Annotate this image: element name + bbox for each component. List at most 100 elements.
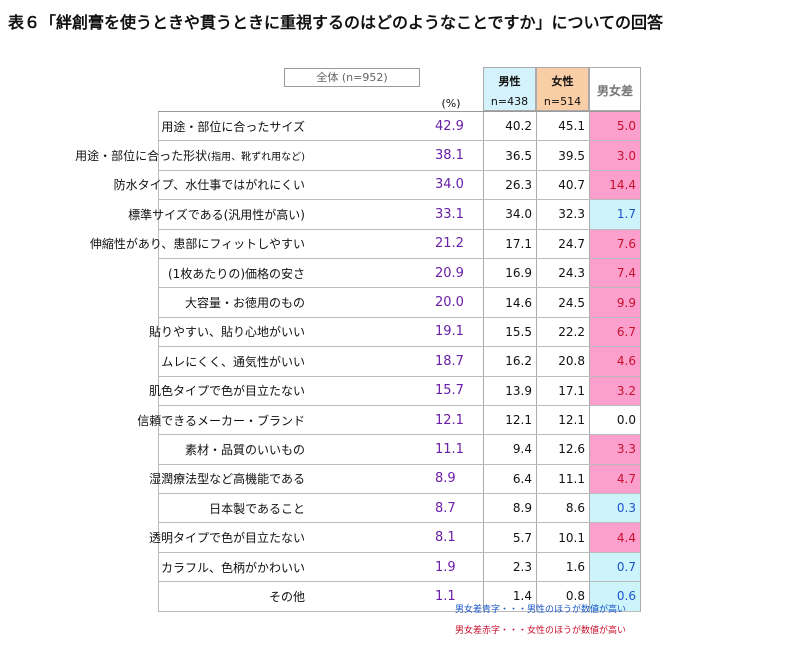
total-value: 20.0: [435, 295, 464, 311]
diff-value: 4.6: [589, 347, 641, 376]
row-label: その他: [269, 582, 305, 610]
row-label-text: 日本製であること: [209, 501, 305, 516]
female-value: 32.3: [536, 200, 589, 229]
table-row: 伸縮性があり、患部にフィットしやすい 21.2 17.1 24.7 7.6: [90, 229, 641, 259]
diff-value: 4.7: [589, 464, 641, 494]
total-value: 1.1: [435, 588, 456, 604]
table-row: 透明タイプで色が目立たない 8.1 5.7 10.1 4.4: [149, 523, 641, 553]
female-header-n: n=514: [543, 95, 582, 108]
data-table: 用途・部位に合ったサイズ 42.9 40.2 45.1 5.0 用途・部位に合った形状 (指…: [75, 111, 641, 612]
table-row: 素材・品質のいいもの 11.1 9.4 12.6 3.3: [158, 435, 641, 465]
total-value: 21.2: [435, 236, 464, 252]
table-row: 標準サイズである(汎用性が高い) 33.1 34.0 32.3 1.7: [128, 200, 641, 230]
total-value: 20.9: [435, 265, 464, 281]
table-row: 湿潤療法型など高機能である 8.9 6.4 11.1 4.7: [149, 464, 641, 495]
table-row: 貼りやすい、貼り心地がいい 19.1 15.5 22.2 6.7: [149, 317, 641, 348]
row-label: 透明タイプで色が目立たない: [149, 523, 305, 551]
row-label: 用途・部位に合ったサイズ: [161, 112, 305, 140]
male-value: 17.1: [483, 229, 536, 258]
table-title: 表６「絆創膏を使うときや貫うときに重視するのはどのようなことですか」についての回…: [8, 13, 664, 32]
total-value: 34.0: [435, 177, 464, 193]
row-label-text: その他: [268, 589, 305, 604]
row-label-text: (1枚あたりの)価格の安さ: [168, 266, 305, 281]
row-label-text: 素材・品質のいいもの: [184, 442, 305, 457]
total-value: 15.7: [435, 383, 464, 399]
diff-value: 1.7: [589, 200, 641, 229]
diff-value: 4.4: [589, 523, 641, 552]
row-label-text: 用途・部位に合った形状: [75, 149, 208, 164]
male-header: 男性 n=438: [483, 67, 536, 111]
female-header-label: 女性: [551, 75, 574, 88]
table-row: その他 1.1 1.4 0.8 0.6: [158, 582, 641, 612]
total-value: 33.1: [435, 206, 464, 222]
total-value: 8.7: [435, 500, 456, 516]
row-label-text: 防水タイプ、水仕事ではがれにくい: [113, 178, 305, 193]
female-value: 24.5: [536, 288, 589, 317]
table-row: 大容量・お徳用のもの 20.0 14.6 24.5 9.9: [158, 288, 641, 318]
row-label: 大容量・お徳用のもの: [185, 288, 305, 316]
total-value: 18.7: [435, 353, 464, 369]
female-value: 20.8: [536, 347, 589, 376]
table-row: 肌色タイプで色が目立たない 15.7 13.9 17.1 3.2: [149, 376, 641, 406]
row-label-text: ムレにくく、通気性がいい: [161, 354, 305, 369]
male-value: 9.4: [483, 435, 536, 464]
note-blue: 男女差青字・・・男性のほうが数値が高い: [455, 605, 627, 615]
diff-header: 男女差: [589, 67, 641, 111]
row-label-text: 貼りやすい、貼り心地がいい: [148, 325, 305, 340]
diff-value: 0.0: [589, 405, 641, 435]
female-value: 17.1: [536, 376, 589, 405]
row-label-note: (指用、靴ずれ用など): [207, 152, 305, 164]
female-value: 12.6: [536, 435, 589, 464]
diff-value: 14.4: [589, 170, 641, 200]
male-value: 5.7: [483, 523, 536, 552]
row-label: 防水タイプ、水仕事ではがれにくい: [114, 171, 305, 199]
total-value: 11.1: [435, 441, 464, 457]
total-value: 38.1: [435, 148, 464, 164]
row-label-text: 肌色タイプで色が目立たない: [148, 384, 305, 399]
female-value: 10.1: [536, 523, 589, 552]
table-row: (1枚あたりの)価格の安さ 20.9 16.9 24.3 7.4: [158, 258, 641, 289]
row-label-text: 用途・部位に合ったサイズ: [161, 119, 305, 134]
row-label: カラフル、色柄がかわいい: [161, 553, 305, 581]
diff-value: 0.7: [589, 552, 641, 582]
diff-value: 7.6: [589, 229, 641, 258]
diff-value: 0.6: [589, 582, 641, 611]
row-label-text: 標準サイズである(汎用性が高い): [128, 207, 305, 222]
note-red: 男女差赤字・・・女性のほうが数値が高い: [455, 626, 627, 636]
row-label-text: 信頼できるメーカー・ブランド: [137, 413, 305, 428]
female-value: 0.8: [536, 582, 589, 611]
diff-value: 0.3: [589, 494, 641, 523]
diff-value: 6.7: [589, 317, 641, 347]
table-row: カラフル、色柄がかわいい 1.9 2.3 1.6 0.7: [158, 552, 641, 583]
total-value: 1.9: [435, 559, 456, 575]
male-value: 6.4: [483, 464, 536, 494]
male-value: 26.3: [483, 170, 536, 200]
row-label-text: 湿潤療法型など高機能である: [149, 472, 305, 487]
total-value: 8.1: [435, 530, 456, 546]
male-value: 1.4: [483, 582, 536, 611]
row-label: 湿潤療法型など高機能である: [149, 465, 305, 493]
male-value: 2.3: [483, 552, 536, 582]
total-value: 42.9: [435, 118, 464, 134]
male-value: 34.0: [483, 200, 536, 229]
female-value: 45.1: [536, 112, 589, 141]
female-value: 39.5: [536, 141, 589, 170]
male-header-label: 男性: [498, 75, 521, 88]
female-value: 22.2: [536, 317, 589, 347]
female-value: 40.7: [536, 170, 589, 200]
row-label-text: 大容量・お徳用のもの: [184, 296, 305, 311]
diff-value: 3.3: [589, 435, 641, 464]
female-value: 8.6: [536, 494, 589, 523]
row-label: 標準サイズである(汎用性が高い): [128, 200, 305, 228]
male-value: 16.2: [483, 347, 536, 376]
row-label: ムレにくく、通気性がいい: [161, 347, 305, 375]
row-label: 用途・部位に合った形状 (指用、靴ずれ用など): [75, 141, 305, 169]
total-header: 全体 (n=952): [284, 68, 420, 87]
male-value: 8.9: [483, 494, 536, 523]
row-label-text: 伸縮性があり、患部にフィットしやすい: [89, 237, 305, 252]
row-label-text: カラフル、色柄がかわいい: [160, 560, 305, 575]
table-row: 日本製であること 8.7 8.9 8.6 0.3: [158, 494, 641, 524]
row-label: (1枚あたりの)価格の安さ: [168, 259, 305, 287]
row-label-text: 透明タイプで色が目立たない: [148, 531, 305, 546]
total-value: 19.1: [435, 324, 464, 340]
